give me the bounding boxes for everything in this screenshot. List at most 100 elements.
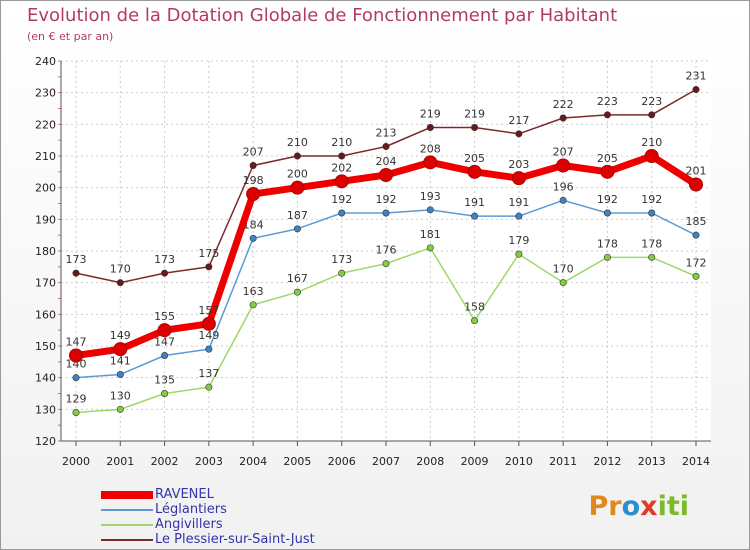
data-label: 137 [198, 367, 219, 380]
y-tick-label: 240 [35, 55, 56, 68]
data-label: 208 [420, 142, 441, 155]
data-label: 210 [331, 136, 352, 149]
data-label: 213 [376, 127, 397, 140]
data-label: 192 [641, 193, 662, 206]
data-point [644, 149, 659, 163]
data-point [157, 323, 172, 338]
data-label: 187 [287, 209, 308, 222]
data-point [603, 253, 611, 261]
data-point [290, 180, 305, 195]
logo-part: Pr [588, 491, 622, 522]
data-point [205, 383, 213, 391]
data-point [559, 279, 567, 287]
data-label: 176 [376, 244, 397, 257]
data-label: 179 [508, 234, 529, 247]
data-point [382, 209, 390, 217]
x-tick-label: 2014 [682, 455, 710, 468]
x-tick-label: 2008 [416, 455, 444, 468]
data-label: 198 [243, 174, 264, 187]
y-tick-label: 160 [35, 308, 56, 321]
data-label: 135 [154, 374, 175, 387]
data-point [379, 168, 393, 182]
data-label: 147 [66, 336, 87, 349]
x-tick-label: 2004 [239, 455, 267, 468]
data-point [69, 348, 83, 363]
data-point [161, 351, 169, 359]
data-label: 200 [287, 168, 308, 181]
legend-label: Léglantiers [155, 502, 227, 517]
data-label: 149 [198, 329, 219, 342]
data-label: 217 [508, 114, 529, 127]
data-label: 178 [641, 237, 662, 250]
data-label: 222 [553, 98, 574, 111]
data-point [72, 408, 80, 416]
data-point [426, 206, 434, 214]
data-point [603, 111, 611, 119]
proxiti-logo: Proxiti [588, 491, 689, 522]
legend-item: RAVENEL [101, 487, 315, 502]
y-tick-label: 120 [35, 435, 56, 448]
data-point [471, 124, 479, 132]
data-label: 210 [287, 136, 308, 149]
data-point [382, 260, 390, 268]
data-label: 175 [198, 247, 219, 260]
data-label: 185 [686, 215, 707, 228]
data-label: 202 [331, 161, 352, 174]
data-label: 170 [553, 263, 574, 276]
data-label: 140 [66, 358, 87, 371]
data-point [471, 317, 479, 325]
data-point [293, 288, 301, 296]
data-label: 203 [508, 158, 529, 171]
logo-part: x [640, 491, 658, 522]
data-point [246, 187, 261, 201]
legend-label: Angivillers [155, 517, 223, 532]
data-point [116, 279, 124, 287]
data-label: 147 [154, 336, 175, 349]
x-tick-label: 2011 [549, 455, 577, 468]
x-tick-label: 2005 [283, 455, 311, 468]
x-tick-label: 2007 [372, 455, 400, 468]
data-label: 129 [66, 393, 87, 406]
data-point [72, 269, 80, 277]
data-point [471, 212, 479, 220]
data-point [648, 209, 656, 217]
data-label: 173 [154, 253, 175, 266]
data-label: 219 [420, 108, 441, 121]
legend-label: Le Plessier-sur-Saint-Just [155, 532, 315, 547]
data-label: 173 [331, 253, 352, 266]
data-label: 141 [110, 355, 131, 368]
legend-swatch [101, 523, 153, 526]
legend: RAVENEL Léglantiers Angivillers Le Plessier… [101, 487, 315, 547]
y-tick-label: 150 [35, 340, 56, 353]
data-label: 219 [464, 108, 485, 121]
data-label: 231 [686, 70, 707, 83]
data-point [116, 405, 124, 413]
data-point [338, 152, 346, 160]
data-label: 210 [641, 136, 662, 149]
data-label: 196 [553, 180, 574, 193]
data-point [648, 111, 656, 119]
data-label: 170 [110, 263, 131, 276]
data-point [559, 114, 567, 122]
data-point [249, 162, 257, 170]
data-label: 204 [376, 155, 397, 168]
data-label: 223 [597, 95, 618, 108]
legend-item: Le Plessier-sur-Saint-Just [101, 532, 315, 547]
data-point [113, 342, 128, 357]
data-point [293, 225, 301, 233]
x-tick-label: 2012 [593, 455, 621, 468]
data-label: 192 [376, 193, 397, 206]
data-label: 167 [287, 272, 308, 285]
y-tick-label: 190 [35, 213, 56, 226]
data-label: 173 [66, 253, 87, 266]
logo-part: o [621, 491, 641, 522]
data-point [515, 250, 523, 258]
data-point [249, 234, 257, 242]
data-label: 223 [641, 95, 662, 108]
data-label: 130 [110, 389, 131, 402]
legend-swatch [101, 508, 153, 511]
x-tick-label: 2000 [62, 455, 90, 468]
legend-label: RAVENEL [155, 487, 214, 502]
